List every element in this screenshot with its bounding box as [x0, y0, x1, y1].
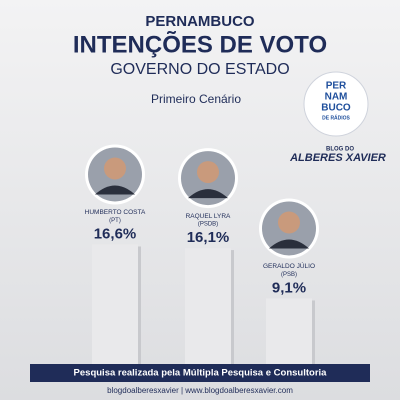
bar — [92, 244, 138, 364]
subtitle2: GOVERNO DO ESTADO — [110, 61, 289, 78]
blog-name: ALBERES XAVIER — [289, 152, 386, 164]
footer: blogdoalberesxavier | www.blogdoalberesx… — [107, 386, 293, 395]
logo-circle — [303, 71, 369, 137]
candidate-face — [104, 157, 126, 180]
candidate-face — [278, 211, 300, 234]
category-label: RAQUEL LYRA — [186, 213, 231, 220]
bar — [266, 298, 312, 364]
candidate-body — [269, 239, 309, 249]
candidate-face — [197, 161, 219, 184]
logo-text: BUCO — [321, 103, 351, 114]
logo: PER NAM BUCO DE RÁDIOS — [303, 71, 369, 137]
logo-text: NAM — [325, 92, 348, 103]
title: PERNAMBUCO — [145, 13, 255, 30]
candidate-body — [188, 189, 228, 199]
value-label: 16,1% — [187, 229, 230, 246]
candidate-body — [95, 185, 135, 195]
party-label: (PT) — [109, 218, 121, 224]
bar — [185, 248, 231, 364]
logo-text: DE RÁDIOS — [322, 114, 350, 121]
blog-small: BLOG DO — [326, 147, 354, 153]
value-label: 16,6% — [94, 225, 137, 242]
value-label: 9,1% — [272, 279, 306, 296]
subtitle: INTENÇÕES DE VOTO — [73, 30, 327, 58]
scenario: Primeiro Cenário — [151, 92, 241, 106]
category-label: GERALDO JÚLIO — [263, 261, 315, 270]
party-label: (PSB) — [281, 272, 297, 278]
party-label: (PSDB) — [198, 222, 218, 228]
logo-text: PER — [326, 81, 347, 92]
source: Pesquisa realizada pela Múltipla Pesquis… — [74, 368, 328, 379]
source-banner — [30, 364, 370, 382]
category-label: HUMBERTO COSTA — [85, 209, 146, 216]
